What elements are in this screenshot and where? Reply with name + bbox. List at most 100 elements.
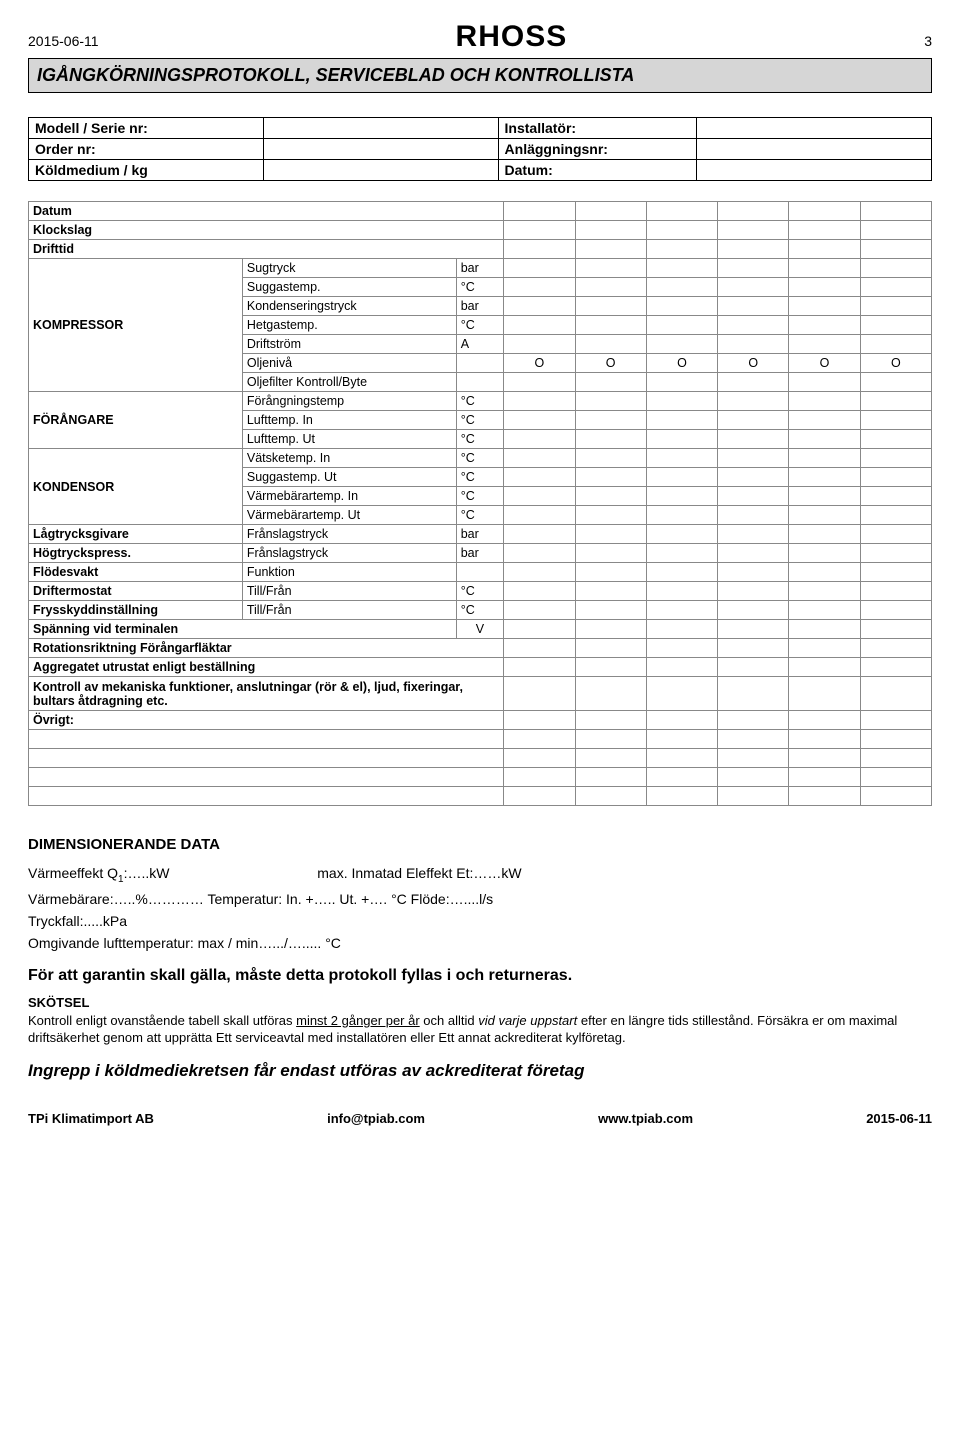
param-hetgastemp: Hetgastemp. (242, 316, 456, 335)
param-varme-ut: Värmebärartemp. Ut (242, 506, 456, 525)
val-o: O (575, 354, 646, 373)
unit-degc: °C (456, 468, 504, 487)
row-driftermostat: Driftermostat (29, 582, 243, 601)
unit-a: A (456, 335, 504, 354)
table-row: FrysskyddinställningTill/Från°C (29, 601, 932, 620)
row-kondensor: KONDENSOR (29, 449, 243, 525)
unit-bar: bar (456, 259, 504, 278)
param-franslag: Frånslagstryck (242, 544, 456, 563)
footer-email: info@tpiab.com (327, 1111, 425, 1126)
row-lagtryck: Lågtrycksgivare (29, 525, 243, 544)
banner-text: IGÅNGKÖRNINGSPROTOKOLL, SERVICEBLAD OCH … (37, 65, 634, 85)
table-row: Högtryckspress.Frånslagstryckbar (29, 544, 932, 563)
skotsel-paragraph: Kontroll enligt ovanstående tabell skall… (28, 1012, 932, 1047)
unit-bar: bar (456, 525, 504, 544)
param-lufttemp-ut: Lufttemp. Ut (242, 430, 456, 449)
row-aggregat: Aggregatet utrustat enligt beställning (29, 658, 504, 677)
row-rotation: Rotationsriktning Förångarfläktar (29, 639, 504, 658)
row-kompressor: KOMPRESSOR (29, 259, 243, 392)
header-date: 2015-06-11 (28, 33, 99, 49)
info-order-label: Order nr: (29, 139, 264, 160)
info-datum-label: Datum: (498, 160, 697, 181)
main-table: Datum Klockslag Drifttid KOMPRESSOR Sugt… (28, 201, 932, 806)
unit-degc: °C (456, 392, 504, 411)
param-tillfran: Till/Från (242, 582, 456, 601)
dim-line-3: Tryckfall:.....kPa (28, 913, 932, 929)
row-forangare: FÖRÅNGARE (29, 392, 243, 449)
info-modell-label: Modell / Serie nr: (29, 118, 264, 139)
table-row: LågtrycksgivareFrånslagstryckbar (29, 525, 932, 544)
val-o: O (504, 354, 575, 373)
unit-degc: °C (456, 316, 504, 335)
unit-degc: °C (456, 278, 504, 297)
row-datum: Datum (29, 202, 504, 221)
param-sugtryck: Sugtryck (242, 259, 456, 278)
page-header: 2015-06-11 RHOSS 3 (28, 20, 932, 54)
skotsel-heading: SKÖTSEL (28, 995, 932, 1010)
ingrepp-text: Ingrepp i köldmediekretsen får endast ut… (28, 1061, 932, 1081)
footer-company: TPi Klimatimport AB (28, 1111, 154, 1126)
param-varme-in: Värmebärartemp. In (242, 487, 456, 506)
param-forangtemp: Förångningstemp (242, 392, 456, 411)
dim-q-unit: :…..kW (124, 865, 170, 881)
dim-heading: DIMENSIONERANDE DATA (28, 836, 932, 853)
table-row: Aggregatet utrustat enligt beställning (29, 658, 932, 677)
info-modell-value (263, 118, 498, 139)
table-row (29, 749, 932, 768)
unit-degc: °C (456, 506, 504, 525)
info-anlaggning-label: Anläggningsnr: (498, 139, 697, 160)
val-o: O (860, 354, 931, 373)
val-o: O (789, 354, 860, 373)
table-row: KONDENSOR Vätsketemp. In°C (29, 449, 932, 468)
param-lufttemp-in: Lufttemp. In (242, 411, 456, 430)
table-row: FÖRÅNGARE Förångningstemp°C (29, 392, 932, 411)
dim-line-1: Värmeeffekt Q1:…..kW max. Inmatad Eleffe… (28, 865, 932, 885)
row-klockslag: Klockslag (29, 221, 504, 240)
unit-degc: °C (456, 601, 504, 620)
info-installator-label: Installatör: (498, 118, 697, 139)
row-fryss: Frysskyddinställning (29, 601, 243, 620)
info-table: Modell / Serie nr: Installatör: Order nr… (28, 117, 932, 181)
unit-bar: bar (456, 297, 504, 316)
table-row: Order nr: Anläggningsnr: (29, 139, 932, 160)
param-tillfran: Till/Från (242, 601, 456, 620)
param-suggastemp-ut: Suggastemp. Ut (242, 468, 456, 487)
dim-line-2: Värmebärare:…..%………… Temperatur: In. +….… (28, 891, 932, 907)
param-funktion: Funktion (242, 563, 456, 582)
info-datum-value (697, 160, 932, 181)
header-brand: RHOSS (456, 20, 568, 54)
row-ovrigt: Övrigt: (29, 711, 504, 730)
unit-degc: °C (456, 487, 504, 506)
unit-degc: °C (456, 411, 504, 430)
param-oljefilter: Oljefilter Kontroll/Byte (242, 373, 456, 392)
banner: IGÅNGKÖRNINGSPROTOKOLL, SERVICEBLAD OCH … (28, 58, 932, 93)
table-row: Modell / Serie nr: Installatör: (29, 118, 932, 139)
info-installator-value (697, 118, 932, 139)
footer-date: 2015-06-11 (866, 1111, 932, 1126)
table-row: DriftermostatTill/Från°C (29, 582, 932, 601)
table-row: Spänning vid terminalenV (29, 620, 932, 639)
table-row (29, 768, 932, 787)
info-kold-value (263, 160, 498, 181)
page-footer: TPi Klimatimport AB info@tpiab.com www.t… (28, 1111, 932, 1126)
row-drifttid: Drifttid (29, 240, 504, 259)
info-anlaggning-value (697, 139, 932, 160)
param-franslag: Frånslagstryck (242, 525, 456, 544)
unit-degc: °C (456, 430, 504, 449)
row-hogtryck: Högtryckspress. (29, 544, 243, 563)
param-oljeniva: Oljenivå (242, 354, 456, 373)
unit-degc: °C (456, 582, 504, 601)
param-vatsketemp-in: Vätsketemp. In (242, 449, 456, 468)
info-order-value (263, 139, 498, 160)
dim-et: max. Inmatad Eleffekt Et:……kW (317, 865, 521, 881)
val-o: O (646, 354, 717, 373)
table-row: Övrigt: (29, 711, 932, 730)
param-kondtryck: Kondenseringstryck (242, 297, 456, 316)
param-suggastemp: Suggastemp. (242, 278, 456, 297)
unit-degc: °C (456, 449, 504, 468)
dim-q-label: Värmeeffekt Q (28, 865, 118, 881)
unit-bar: bar (456, 544, 504, 563)
header-page-number: 3 (924, 33, 932, 49)
table-row (29, 730, 932, 749)
table-row: Drifttid (29, 240, 932, 259)
